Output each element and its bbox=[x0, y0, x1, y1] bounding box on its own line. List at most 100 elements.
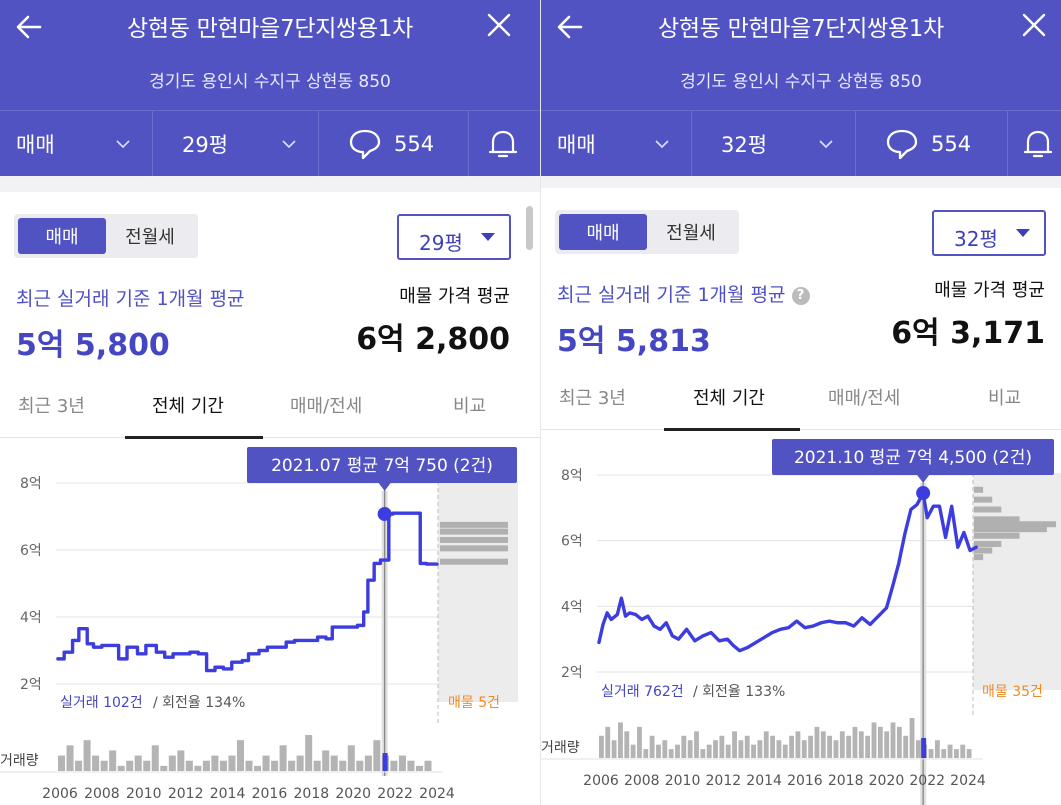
volume-bar bbox=[820, 731, 826, 758]
x-tick-label: 2008 bbox=[84, 786, 120, 802]
volume-bar bbox=[271, 760, 279, 771]
comments-button[interactable]: 554 bbox=[348, 111, 468, 177]
volume-bar bbox=[732, 731, 737, 758]
section-gap bbox=[541, 176, 1061, 188]
volume-bar bbox=[941, 749, 947, 758]
toolbar-separator bbox=[318, 111, 319, 177]
close-icon[interactable] bbox=[486, 12, 512, 38]
volume-bar bbox=[858, 731, 864, 758]
listing-bar bbox=[440, 545, 508, 552]
period-tabs: 최근 3년 전체 기간 매매/전세 비교 bbox=[541, 372, 1061, 431]
trade-type-dropdown[interactable]: 매매 bbox=[557, 111, 693, 177]
close-icon[interactable] bbox=[1021, 12, 1047, 38]
listing-bar bbox=[440, 521, 508, 528]
segment-sale[interactable]: 매매 bbox=[559, 214, 647, 250]
trade-segment: 매매 전월세 bbox=[555, 210, 739, 254]
listing-average-value: 6억 2,800 bbox=[356, 322, 510, 357]
volume-bar bbox=[347, 745, 355, 771]
tab-all-period[interactable]: 전체 기간 bbox=[693, 388, 765, 409]
rotation-rate: / 회전율 134% bbox=[153, 695, 245, 711]
volume-bar bbox=[624, 731, 630, 758]
volume-bar bbox=[66, 745, 74, 771]
help-icon[interactable]: ? bbox=[791, 287, 810, 305]
volume-bar bbox=[236, 740, 244, 771]
tab-sale-jeonse[interactable]: 매매/전세 bbox=[828, 388, 901, 409]
volume-bar bbox=[928, 749, 934, 758]
listing-average-label: 매물 가격 평균 bbox=[934, 280, 1045, 301]
size-select[interactable]: 32평 bbox=[932, 210, 1046, 256]
size-select[interactable]: 29평 bbox=[397, 214, 511, 260]
segment-sale[interactable]: 매매 bbox=[18, 218, 106, 254]
toolbar-separator bbox=[1007, 111, 1008, 177]
x-tick-label: 2014 bbox=[746, 773, 782, 789]
chevron-down-icon bbox=[655, 140, 669, 149]
volume-bar bbox=[852, 726, 858, 758]
listing-bar bbox=[440, 528, 508, 535]
volume-bar bbox=[219, 760, 227, 771]
x-tick-label: 2012 bbox=[706, 773, 742, 789]
segment-rent[interactable]: 전월세 bbox=[666, 223, 716, 244]
volume-bar bbox=[808, 735, 814, 758]
tab-compare[interactable]: 비교 bbox=[988, 388, 1022, 409]
x-tick-label: 2012 bbox=[168, 786, 204, 802]
header: 상현동 만현마을7단지쌍용1차 경기도 용인시 수지구 상현동 850 bbox=[0, 0, 540, 110]
tab-all-period[interactable]: 전체 기간 bbox=[152, 396, 224, 417]
listing-band bbox=[973, 473, 1061, 690]
chevron-down-icon bbox=[282, 140, 296, 149]
volume-bar bbox=[398, 755, 406, 771]
volume-label: 거래량 bbox=[541, 740, 580, 756]
x-tick-label: 2018 bbox=[294, 786, 330, 802]
listing-bar bbox=[974, 486, 984, 493]
notification-button[interactable] bbox=[1023, 111, 1061, 177]
size-dropdown[interactable]: 32평 bbox=[721, 111, 855, 177]
back-arrow-icon[interactable] bbox=[14, 12, 44, 42]
volume-bar bbox=[143, 760, 151, 771]
volume-bar bbox=[211, 755, 219, 771]
volume-bar bbox=[713, 740, 718, 758]
volume-bar bbox=[296, 755, 304, 771]
volume-bar bbox=[611, 740, 617, 758]
listing-bar bbox=[440, 558, 508, 565]
size-dropdown[interactable]: 29평 bbox=[182, 111, 316, 177]
scrollbar[interactable] bbox=[526, 206, 533, 250]
recent-average-label-text: 최근 실거래 기준 1개월 평균 bbox=[557, 284, 786, 306]
tab-recent-3y[interactable]: 최근 3년 bbox=[559, 388, 626, 409]
listing-bar bbox=[974, 526, 1047, 533]
tab-compare[interactable]: 비교 bbox=[453, 396, 487, 417]
volume-bar bbox=[770, 735, 775, 758]
price-chart[interactable]: 2억 4억 6억 8억 2021.10 평균 7억 4,500 (2건) 실거래 762건… bbox=[541, 430, 1061, 805]
section-gap bbox=[0, 176, 540, 192]
price-chart[interactable]: 2억 4억 6억 8억 2021.07 평균 7억 750 (2건) 실거래 102건 /… bbox=[0, 438, 540, 805]
y-tick-label: 2억 bbox=[561, 665, 583, 681]
x-tick-label: 2024 bbox=[419, 786, 455, 802]
listing-bar bbox=[974, 516, 1020, 523]
volume-bar bbox=[194, 765, 202, 771]
x-tick-label: 2022 bbox=[909, 773, 945, 789]
segment-rent[interactable]: 전월세 bbox=[125, 227, 175, 248]
volume-bar bbox=[407, 760, 415, 771]
tab-sale-jeonse[interactable]: 매매/전세 bbox=[290, 396, 363, 417]
notification-button[interactable] bbox=[488, 111, 528, 177]
trade-type-dropdown[interactable]: 매매 bbox=[16, 111, 152, 177]
volume-bar bbox=[700, 749, 706, 758]
x-tick-label: 2010 bbox=[665, 773, 701, 789]
toolbar-separator bbox=[468, 111, 469, 177]
volume-bar bbox=[789, 735, 795, 758]
listing-bar bbox=[440, 536, 508, 543]
volume-bar bbox=[814, 726, 820, 758]
volume-bar bbox=[185, 760, 193, 771]
comments-button[interactable]: 554 bbox=[885, 111, 1005, 177]
tab-recent-3y[interactable]: 최근 3년 bbox=[18, 396, 85, 417]
volume-bar bbox=[953, 749, 959, 758]
active-tab-indicator bbox=[664, 428, 800, 431]
chat-bubble-icon bbox=[349, 129, 381, 160]
volume-bar bbox=[424, 760, 432, 771]
size-select-value: 29평 bbox=[419, 231, 463, 255]
volume-bar bbox=[322, 750, 330, 771]
volume-label: 거래량 bbox=[0, 753, 39, 769]
volume-bar bbox=[706, 744, 712, 758]
recent-average-value: 5억 5,813 bbox=[557, 324, 711, 359]
back-arrow-icon[interactable] bbox=[555, 12, 585, 42]
trade-type-label: 매매 bbox=[557, 133, 596, 157]
volume-bar bbox=[305, 735, 313, 771]
